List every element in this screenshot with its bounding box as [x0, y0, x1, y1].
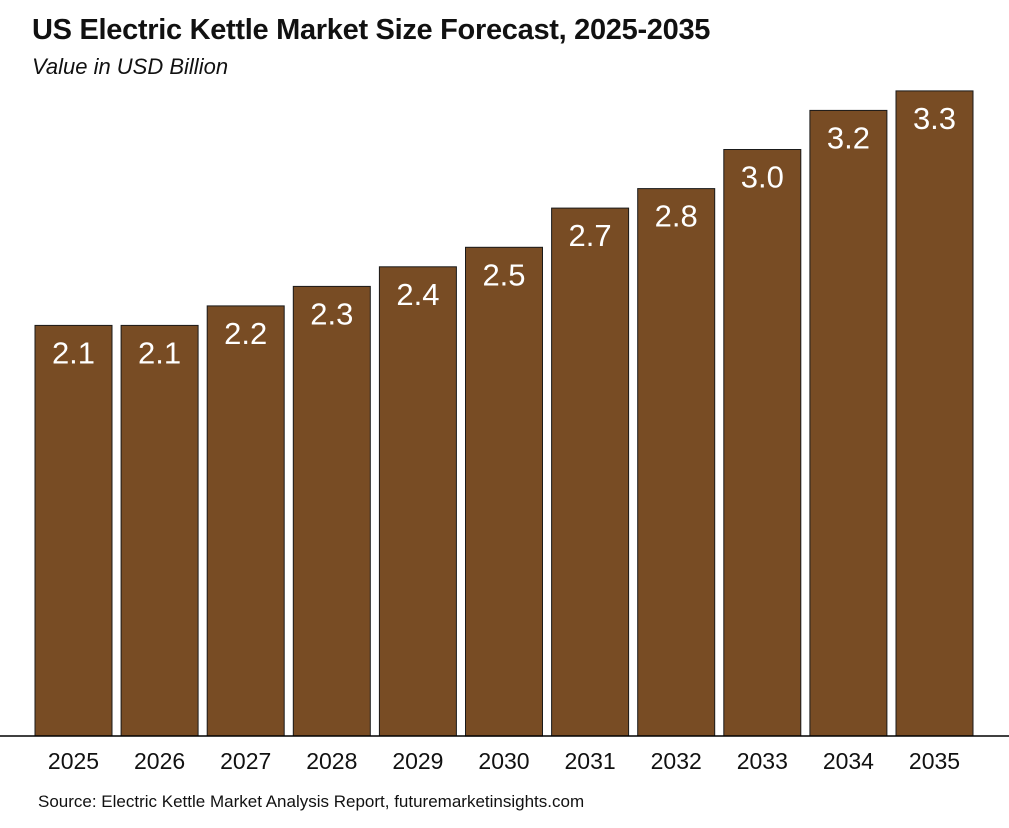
bar-value-label: 2.7 [569, 218, 612, 253]
bar-value-label: 2.5 [482, 257, 525, 292]
x-tick-label: 2034 [823, 748, 874, 774]
bar-2028 [292, 285, 371, 737]
bar-2027 [206, 305, 285, 737]
bar-value-label: 2.4 [396, 277, 439, 312]
source-note: Source: Electric Kettle Market Analysis … [38, 792, 585, 811]
bar-2034 [809, 109, 888, 737]
bar-value-label: 2.3 [310, 296, 353, 331]
bars-layer: 2.1 2.1 2.2 2.3 2.4 2.5 2.7 2.8 3.0 3.2 3.3 [34, 90, 974, 737]
bar-2033 [723, 149, 802, 737]
bar-value-label: 2.8 [655, 199, 698, 234]
x-tick-label: 2026 [134, 748, 185, 774]
bar-2026 [120, 324, 199, 737]
bar-value-label: 2.2 [224, 316, 267, 351]
x-tick-label: 2032 [651, 748, 702, 774]
bar-2030 [465, 246, 543, 737]
x-tick-label: 2025 [48, 748, 99, 774]
bar-value-label: 3.0 [741, 160, 784, 195]
bar-2031 [551, 207, 630, 737]
bar-value-label: 3.3 [913, 101, 956, 136]
x-tick-label: 2030 [478, 748, 529, 774]
bar-value-label: 2.1 [52, 335, 95, 370]
x-tick-labels: 2025 2026 2027 2028 2029 2030 2031 2032 2033 2034… [48, 748, 960, 774]
bar-value-label: 3.2 [827, 120, 870, 155]
x-tick-label: 2027 [220, 748, 271, 774]
bar-2035 [895, 90, 974, 737]
x-tick-label: 2028 [306, 748, 357, 774]
bar-value-label: 2.1 [138, 335, 181, 370]
bar-2025 [34, 324, 113, 737]
x-tick-label: 2035 [909, 748, 960, 774]
bar-2032 [637, 188, 716, 737]
x-tick-label: 2031 [565, 748, 616, 774]
x-tick-label: 2033 [737, 748, 788, 774]
bar-2029 [378, 266, 457, 737]
x-tick-label: 2029 [392, 748, 443, 774]
chart-subtitle: Value in USD Billion [32, 54, 229, 79]
chart-title: US Electric Kettle Market Size Forecast,… [32, 14, 711, 46]
